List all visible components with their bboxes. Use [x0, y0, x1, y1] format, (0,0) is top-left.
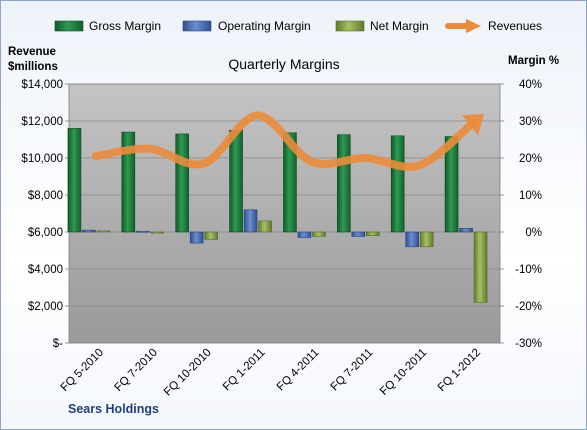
- legend-label-operating-margin: Operating Margin: [218, 19, 311, 33]
- net-margin-bar: [366, 231, 380, 236]
- legend-label-net-margin: Net Margin: [370, 19, 429, 33]
- right-tick-label: 20%: [519, 153, 542, 165]
- x-tick-label: FQ 10-2011: [378, 347, 429, 398]
- right-tick-label: 0%: [525, 227, 542, 239]
- legend-swatch-operating-margin: [182, 20, 212, 32]
- operating-margin-bar: [82, 229, 96, 233]
- left-tick-label: $2,000: [28, 301, 63, 313]
- operating-margin-bar: [136, 230, 150, 233]
- legend-swatch-gross-margin: [54, 20, 84, 32]
- legend-item-gross-margin: Gross Margin: [54, 19, 161, 33]
- operating-margin-bar: [459, 228, 473, 233]
- legend-item-operating-margin: Operating Margin: [182, 19, 311, 33]
- gross-margin-bar: [67, 128, 82, 233]
- right-tick-label: 10%: [519, 190, 542, 202]
- legend-label-gross-margin: Gross Margin: [89, 19, 161, 33]
- x-tick-label: FQ 5-2010: [59, 347, 106, 394]
- right-tick-label: -10%: [515, 264, 542, 276]
- revenue-line: [91, 111, 485, 171]
- gross-margin-bar: [283, 132, 297, 233]
- left-tick-label: $8,000: [28, 190, 63, 202]
- operating-margin-bar: [243, 209, 258, 233]
- right-tick-label: 30%: [519, 116, 542, 128]
- net-margin-bar: [96, 230, 111, 233]
- x-tick-label: FQ 7-2011: [329, 347, 376, 394]
- legend-item-revenues: Revenues: [445, 19, 542, 33]
- right-axis-title: Margin %: [508, 55, 559, 67]
- left-tick-label: $6,000: [28, 227, 63, 239]
- left-tick-label: $14,000: [21, 79, 63, 91]
- net-margin-bar: [150, 231, 165, 234]
- right-tick-label: 40%: [519, 79, 542, 91]
- gross-margin-bar: [175, 133, 189, 233]
- x-tick-label: FQ 4-2011: [275, 347, 322, 394]
- legend-label-revenues: Revenues: [488, 19, 542, 33]
- gross-margin-bar: [229, 129, 243, 233]
- left-tick-label: $-: [53, 338, 63, 350]
- legend-arrowhead-revenues: [466, 19, 481, 33]
- x-axis-labels: FQ 5-2010 FQ 7-2010 FQ 10-2010 FQ 1-2011 FQ …: [59, 347, 483, 399]
- left-tick-label: $4,000: [28, 264, 63, 276]
- right-tick-label: -20%: [515, 301, 542, 313]
- operating-margin-bar: [189, 231, 204, 244]
- net-margin-bar: [419, 231, 434, 248]
- gross-margin-bar: [337, 134, 351, 233]
- chart-title: Quarterly Margins: [228, 56, 339, 72]
- gross-margin-bar: [390, 135, 405, 233]
- net-margin-bar: [473, 231, 488, 303]
- net-margin-bar: [258, 220, 272, 233]
- revenue-arrowhead: [461, 114, 485, 136]
- operating-margin-bar: [297, 231, 312, 238]
- company-name: Sears Holdings: [68, 402, 159, 416]
- x-tick-label: FQ 1-2011: [221, 347, 268, 394]
- left-axis-ticks: $- $2,000 $4,000 $6,000 $8,000 $10,000 $12,000…: [21, 79, 69, 350]
- x-tick-label: FQ 1-2012: [436, 347, 483, 394]
- left-tick-label: $12,000: [21, 116, 63, 128]
- legend: Gross Margin Operating Margin Net Margin…: [54, 19, 542, 33]
- x-tick-label: FQ 7-2010: [113, 347, 160, 394]
- revenue-series-line: [91, 111, 478, 171]
- net-margin-bar: [312, 231, 326, 237]
- left-tick-label: $10,000: [21, 153, 63, 165]
- right-tick-label: -30%: [515, 338, 542, 350]
- legend-swatch-net-margin: [335, 20, 365, 32]
- gross-margin-bar: [121, 131, 136, 233]
- operating-margin-bar: [405, 231, 419, 248]
- legend-item-net-margin: Net Margin: [335, 19, 429, 33]
- x-tick-label: FQ 10-2010: [162, 347, 214, 399]
- operating-margin-bar: [351, 231, 366, 237]
- left-axis-title-line2: $millions: [8, 61, 58, 73]
- left-axis-title-line1: Revenue: [8, 46, 56, 58]
- net-margin-bar: [204, 231, 218, 240]
- gross-margin-bar: [444, 136, 459, 233]
- right-axis-ticks: -30% -20% -10% 0% 10% 20% 30% 40%: [500, 79, 542, 350]
